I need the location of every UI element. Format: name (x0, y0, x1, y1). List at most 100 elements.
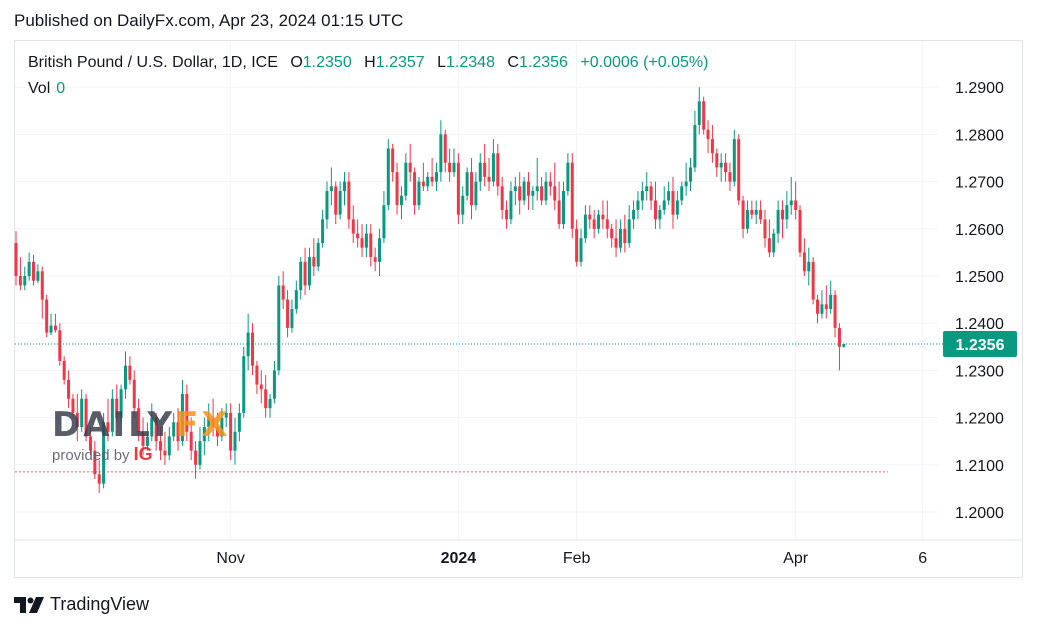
candle (667, 181, 671, 206)
candle (829, 280, 833, 314)
y-tick-label: 1.2100 (955, 458, 1004, 475)
candle-body (618, 228, 622, 248)
candle-body (119, 389, 123, 418)
candle-body (251, 332, 255, 366)
candle-body (18, 276, 22, 286)
candle-body (496, 153, 500, 187)
candle-body (487, 176, 491, 182)
candle (338, 181, 342, 220)
candle-body (426, 176, 430, 187)
candle-body (110, 398, 114, 432)
candle (62, 356, 66, 385)
candle-body (290, 309, 294, 328)
candle-body (45, 299, 49, 333)
vol-value: 0 (56, 80, 66, 97)
candle (487, 158, 491, 192)
candle-body (837, 327, 841, 347)
candle (794, 181, 798, 220)
candle-body (518, 186, 522, 201)
candle (119, 384, 123, 423)
candle-body (522, 181, 526, 201)
candle-body (649, 186, 653, 201)
candle-body (207, 417, 211, 428)
candle-body (697, 101, 701, 125)
candle-body (443, 134, 447, 163)
candle (71, 394, 75, 418)
candle (421, 162, 425, 192)
candle (781, 200, 784, 239)
y-tick-label: 1.2700 (955, 175, 1004, 192)
candle-body (483, 162, 487, 177)
candle (544, 172, 548, 206)
candle-body (299, 261, 303, 291)
candle (132, 370, 136, 418)
candle-body (272, 370, 276, 399)
candle-body (636, 200, 640, 210)
candle (251, 323, 255, 376)
candle-body (562, 191, 565, 225)
candle-body (404, 162, 408, 196)
candle (540, 176, 544, 206)
candle-body (811, 261, 815, 300)
candle-body (286, 299, 290, 328)
candle (124, 351, 127, 399)
candle-body (741, 200, 745, 229)
candle (404, 153, 408, 201)
candle (137, 398, 141, 442)
candle (255, 360, 259, 394)
legend-symbol: British Pound / U.S. Dollar, 1D, ICE (28, 54, 278, 71)
candle (671, 176, 675, 229)
candle (518, 172, 522, 215)
candle (259, 370, 263, 404)
candle (531, 186, 535, 210)
legend-low-value: 1.2348 (446, 54, 495, 71)
tradingview-footer[interactable]: TradingView (14, 594, 149, 615)
candle-body (386, 148, 390, 206)
candle (601, 200, 605, 229)
candle (456, 153, 460, 225)
candle-body (180, 394, 184, 442)
candle (522, 176, 526, 206)
candle (767, 219, 771, 258)
y-axis: 1.2000 1.2100 1.2200 1.2300 1.2400 1.2500 1.26… (955, 80, 1004, 522)
candle (526, 172, 530, 210)
candle (759, 200, 763, 225)
candle (553, 162, 557, 210)
candle (772, 228, 776, 258)
vol-label: Vol (28, 80, 51, 97)
candle (281, 271, 285, 310)
candle (452, 148, 456, 177)
candle-body (824, 304, 828, 310)
candle (391, 143, 395, 182)
candle (785, 191, 789, 229)
candle-body (27, 261, 31, 276)
y-tick-label: 1.2200 (955, 411, 1004, 428)
candle-body (32, 261, 36, 281)
candle-body (321, 219, 325, 243)
candle (461, 186, 465, 225)
candle-body (128, 365, 132, 380)
candle-body (509, 191, 513, 220)
candle (697, 87, 701, 135)
current-price-label: 1.2356 (956, 337, 1005, 354)
candle (207, 403, 211, 442)
x-tick-label: 2024 (441, 550, 477, 567)
candle (351, 205, 355, 243)
candle-body (53, 325, 57, 331)
y-tick-label: 1.2500 (955, 269, 1004, 286)
candle (645, 172, 649, 201)
candle-body (570, 162, 574, 229)
candle-body (640, 191, 644, 201)
candle-body (202, 427, 206, 442)
candle-body (421, 181, 425, 187)
candle-body (93, 450, 97, 475)
candle (820, 290, 824, 319)
candle (496, 143, 500, 196)
x-axis: Nov 2024 Feb Apr 6 (14, 539, 1023, 567)
candle-body (724, 162, 728, 173)
candle (693, 110, 697, 173)
candle (811, 257, 815, 305)
current-price-tag (943, 330, 1017, 357)
candle-body (312, 257, 316, 267)
